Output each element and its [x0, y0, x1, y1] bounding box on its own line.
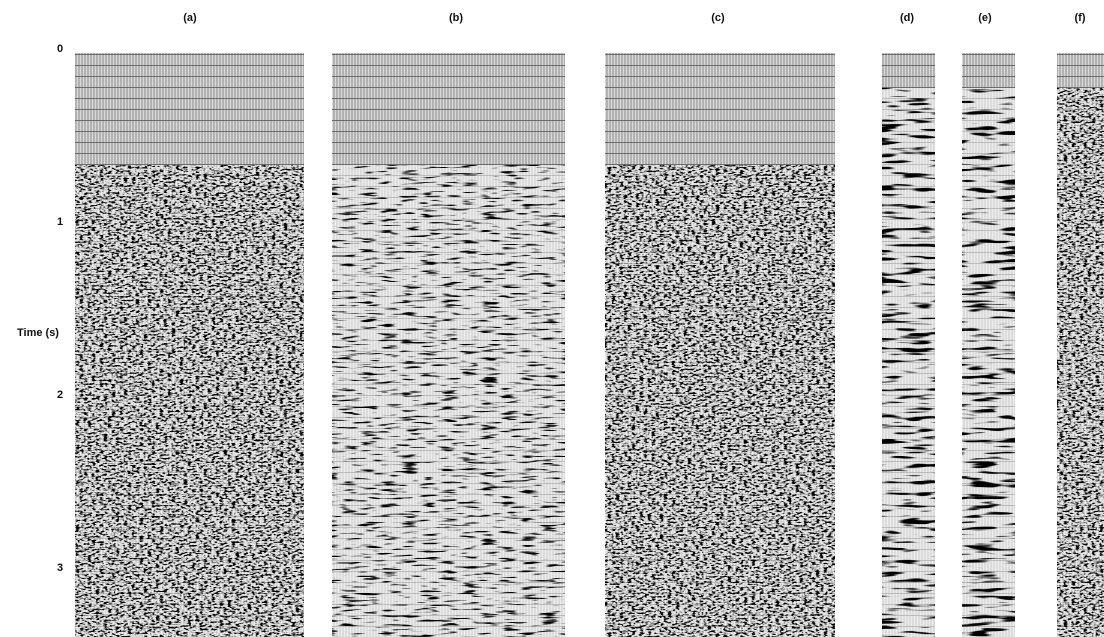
seismic-data — [332, 165, 565, 637]
seismic-data — [75, 165, 304, 637]
panel-label: (e) — [978, 12, 992, 24]
panel-label: (c) — [711, 12, 725, 24]
panel-label: (f) — [1075, 12, 1086, 24]
seismic-data — [882, 88, 935, 637]
panel-label: (a) — [183, 12, 197, 24]
y-tick-label: 2 — [57, 389, 63, 401]
axis-label: Time (s) — [17, 327, 59, 339]
y-tick-label: 3 — [57, 562, 63, 574]
seismic-data — [605, 165, 835, 637]
panel-label: (b) — [449, 12, 463, 24]
y-tick-label: 1 — [57, 216, 63, 228]
panel-label: (d) — [900, 12, 914, 24]
seismic-data — [1057, 88, 1104, 637]
y-tick-label: 0 — [57, 43, 63, 55]
seismic-data — [962, 88, 1015, 637]
